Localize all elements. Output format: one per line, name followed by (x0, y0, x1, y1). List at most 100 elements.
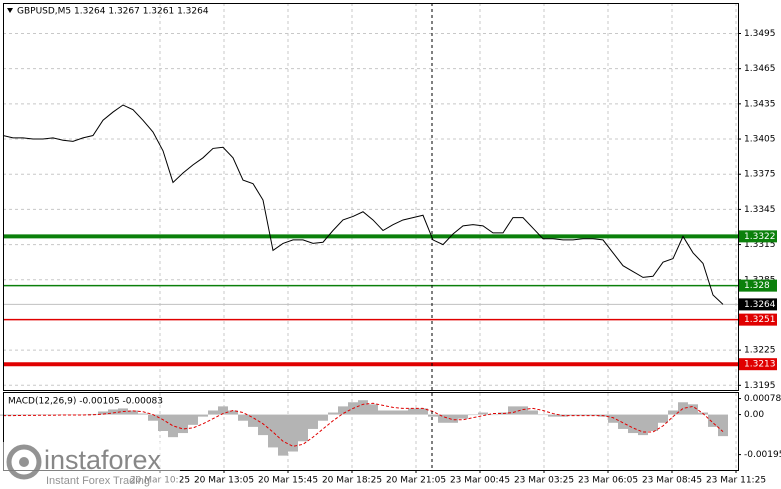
macd-bar (98, 411, 108, 415)
watermark-name: instaforex (44, 445, 162, 475)
y-tick-label: 1.3435 (744, 99, 776, 109)
current-price-label: 1.3264 (744, 300, 776, 310)
grid (3, 3, 738, 470)
macd-bar (718, 414, 728, 437)
macd-tick-label: -0.00195 (744, 450, 781, 460)
macd-bar (298, 414, 308, 442)
price-tag-label: 1.3251 (744, 315, 776, 325)
y-tick-label: 1.3195 (744, 381, 776, 391)
macd-frame (3, 392, 739, 471)
levels (3, 234, 738, 367)
macd-signal (3, 402, 724, 447)
macd-bar (338, 406, 348, 415)
x-tick-label: 23 Mar 11:25 (706, 476, 766, 486)
macd-bar (518, 406, 528, 415)
macd-bar (438, 414, 448, 423)
macd-bar (218, 406, 228, 415)
price-tag-label: 1.3213 (744, 360, 776, 370)
macd-bar (18, 414, 28, 416)
macd-bar (168, 414, 178, 438)
y-tick-label: 1.3375 (744, 170, 776, 180)
macd-bar (208, 410, 218, 415)
macd-bar (538, 414, 548, 416)
x-tick-label: 23 Mar 08:45 (642, 476, 702, 486)
watermark-logo-dot (19, 457, 29, 467)
macd-bar (288, 414, 298, 452)
plot (0, 104, 728, 456)
macd-bar (618, 414, 628, 429)
y-tick-label: 1.3495 (744, 29, 776, 39)
price-tag-label: 1.328 (744, 281, 770, 291)
macd-bar (548, 414, 558, 417)
x-tick-label: 23 Mar 03:25 (514, 476, 574, 486)
macd-bar (588, 414, 598, 416)
x-tick-label: 20 Mar 21:05 (386, 476, 446, 486)
x-tick-label: 20 Mar 18:25 (322, 476, 382, 486)
macd-tick-label: 0.00 (744, 410, 764, 420)
watermark-logo (6, 444, 42, 480)
macd-bar (528, 410, 538, 415)
chart-title: GBPUSD,M5 1.3264 1.3267 1.3261 1.3264 (17, 7, 209, 17)
macd-bar (128, 410, 138, 415)
y-tick-label: 1.3345 (744, 205, 776, 215)
macd-label: MACD(12,26,9) -0.00105 -0.00083 (8, 397, 163, 407)
macd-bar (308, 414, 318, 429)
macd-bar (608, 414, 618, 423)
macd-bar (28, 414, 38, 416)
macd-bar (228, 410, 238, 415)
symbol-menu-arrow (7, 8, 13, 13)
macd-bar (478, 412, 488, 415)
price-tag (739, 279, 777, 292)
macd-bar (428, 414, 438, 417)
macd-bar (328, 412, 338, 415)
price-line (2, 104, 724, 305)
x-tick-label: 20 Mar 13:05 (194, 476, 254, 486)
macd-bar (648, 414, 658, 431)
current-price-tag (739, 298, 777, 311)
macd-bar (398, 410, 408, 415)
macd-bar (368, 404, 378, 415)
macd-bar (418, 408, 428, 415)
macd-bar (198, 414, 208, 417)
x-tick-label: 23 Mar 06:05 (578, 476, 638, 486)
macd-bar (658, 414, 668, 423)
y-tick-label: 1.3315 (744, 240, 776, 250)
macd-bar (488, 414, 498, 416)
macd-bar (188, 414, 198, 425)
price-tag (739, 358, 777, 371)
macd-bar (388, 410, 398, 415)
macd-bar (88, 413, 98, 415)
x-tick-label: 23 Mar 00:45 (450, 476, 510, 486)
watermark: instaforex Instant Forex Trading (0, 442, 180, 489)
price-tag (739, 230, 777, 243)
price-tag (739, 313, 777, 326)
macd-bar (248, 414, 258, 427)
macd-bar (148, 414, 158, 421)
macd-bar (158, 414, 168, 431)
macd-bar (448, 414, 458, 423)
y-tick-label: 1.3465 (744, 64, 776, 74)
macd-bar (708, 414, 718, 427)
price-tag-label: 1.3322 (744, 232, 776, 242)
macd-bar (638, 414, 648, 436)
y-tick-label: 1.3405 (744, 135, 776, 145)
macd-bar (318, 414, 328, 421)
main-frame (3, 3, 739, 391)
macd-bar (138, 413, 148, 415)
x-tick-label: 20 Mar 15:45 (258, 476, 318, 486)
macd-bar (258, 414, 268, 436)
macd-bar (238, 414, 248, 421)
macd-bar (578, 414, 588, 416)
axes: 1.3495 1.3465 1.3435 1.3405 1.3375 1.3345 1.33… (130, 29, 781, 486)
y-tick-label: 1.3225 (744, 346, 776, 356)
macd-bar (678, 402, 688, 415)
macd-bar (178, 414, 188, 434)
macd-bar (668, 410, 678, 415)
macd-tick-label: 0.00078 (744, 394, 781, 404)
macd-bar (498, 412, 508, 415)
macd-bar (688, 404, 698, 415)
macd-bar (408, 408, 418, 415)
macd-bar (358, 400, 368, 415)
macd-bar (568, 414, 578, 416)
